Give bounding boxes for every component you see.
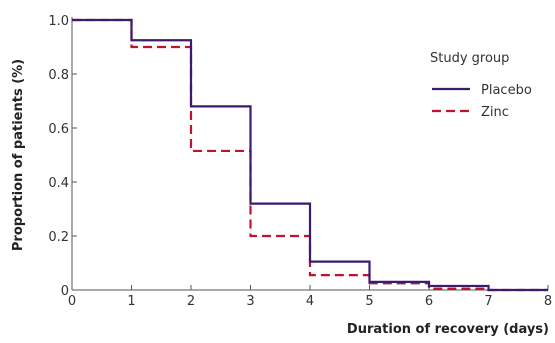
y-tick-label: 0.8 (48, 68, 69, 83)
x-tick-label: 8 (544, 294, 552, 309)
legend-title: Study group (430, 51, 509, 66)
x-tick-label: 2 (187, 294, 195, 309)
y-tick-label: 1.0 (48, 14, 69, 29)
series-line-placebo (72, 18, 548, 292)
y-tick-label: 0.4 (48, 176, 69, 191)
legend: Study group Placebo Zinc (430, 51, 532, 120)
x-tick-label: 0 (68, 294, 76, 309)
x-axis-title: Duration of recovery (days) (347, 322, 549, 337)
x-tick-label: 5 (365, 294, 373, 309)
x-tick-label: 3 (246, 294, 254, 309)
x-tick-label: 4 (306, 294, 314, 309)
series-layer (72, 18, 548, 292)
x-tick-label: 6 (425, 294, 433, 309)
legend-label-placebo: Placebo (481, 83, 532, 98)
y-axis-title: Proportion of patients (%) (11, 59, 26, 251)
series-line-zinc (72, 18, 548, 292)
y-tick-label: 0.6 (48, 122, 69, 137)
x-tick-label: 1 (127, 294, 135, 309)
y-tick-label: 0 (61, 284, 69, 299)
y-tick-label: 0.2 (48, 230, 69, 245)
y-axis: 0 0.2 0.4 0.6 0.8 1.0 (48, 14, 77, 299)
x-tick-label: 7 (484, 294, 492, 309)
legend-label-zinc: Zinc (481, 105, 509, 120)
x-axis: 0 1 2 3 4 5 6 7 8 (68, 285, 552, 309)
